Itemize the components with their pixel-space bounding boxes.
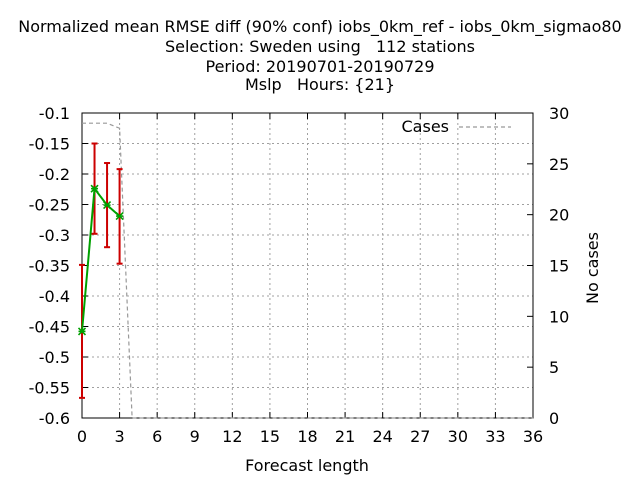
y2-tick-label: 30 xyxy=(549,104,569,123)
y2-tick-label: 10 xyxy=(549,307,569,326)
axis-labels: Forecast length No cases xyxy=(245,232,602,475)
x-tick-label: 0 xyxy=(77,427,87,446)
x-tick-label: 15 xyxy=(260,427,280,446)
y2-tick-label: 15 xyxy=(549,257,569,276)
x-tick-label: 27 xyxy=(410,427,430,446)
x-tick-label: 18 xyxy=(297,427,317,446)
legend-label-cases: Cases xyxy=(402,117,450,136)
x-tick-label: 3 xyxy=(114,427,124,446)
cases-line xyxy=(82,122,533,419)
y-tick-label: -0.1 xyxy=(39,104,70,123)
x-tick-label: 21 xyxy=(335,427,355,446)
chart-subtitle-period: Period: 20190701-20190729 xyxy=(205,57,435,76)
series-line xyxy=(81,185,121,332)
x-tick-label: 12 xyxy=(222,427,242,446)
y2-tick-label: 25 xyxy=(549,155,569,174)
data-point xyxy=(77,327,87,336)
legend: Cases xyxy=(402,117,511,136)
x-tick-label: 30 xyxy=(448,427,468,446)
x-tick-label: 24 xyxy=(372,427,392,446)
x-axis-label: Forecast length xyxy=(245,456,369,475)
y-tick-label: -0.2 xyxy=(39,165,70,184)
x-tick-label: 9 xyxy=(190,427,200,446)
y-tick-label: -0.45 xyxy=(29,318,70,337)
x-tick-label: 33 xyxy=(485,427,505,446)
y-tick-label: -0.5 xyxy=(39,348,70,367)
data-point xyxy=(102,201,112,210)
chart-title: Normalized mean RMSE diff (90% conf) iob… xyxy=(18,17,622,36)
chart-subtitle-parameter: Mslp Hours: {21} xyxy=(244,75,396,94)
y2-tick-label: 5 xyxy=(549,358,559,377)
y-tick-label: -0.6 xyxy=(39,409,70,428)
data-point xyxy=(115,212,124,221)
y-tick-label: -0.4 xyxy=(39,287,70,306)
chart-subtitle-selection: Selection: Sweden using 112 stations xyxy=(164,37,476,56)
data-point xyxy=(90,184,99,193)
y-tick-label: -0.3 xyxy=(39,226,70,245)
grid-lines xyxy=(82,113,533,418)
x-tick-label: 36 xyxy=(523,427,543,446)
y-tick-label: -0.55 xyxy=(29,379,70,398)
axes: 0 3 6 9 12 15 18 21 24 27 30 33 36-0.1-0.15-0.2-0.25… xyxy=(29,104,570,446)
y-tick-label: -0.35 xyxy=(29,257,70,276)
y2-tick-label: 20 xyxy=(549,206,569,225)
y2-tick-label: 0 xyxy=(549,409,559,428)
series-marks xyxy=(77,122,533,419)
x-tick-label: 6 xyxy=(152,427,162,446)
y-tick-label: -0.15 xyxy=(29,135,70,154)
y-tick-label: -0.25 xyxy=(29,196,70,215)
y2-axis-label: No cases xyxy=(583,232,602,304)
